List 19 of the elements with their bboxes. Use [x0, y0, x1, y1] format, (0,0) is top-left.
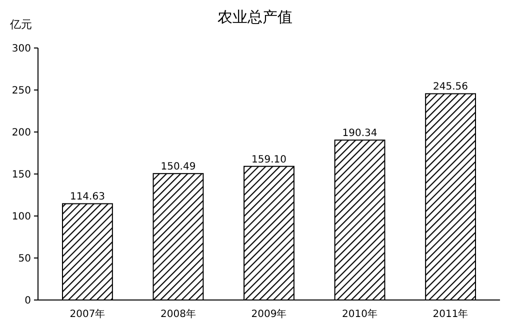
y-tick-label: 0 [24, 296, 31, 306]
chart-title: 农业总产值 [218, 8, 292, 26]
y-tick-label: 150 [12, 170, 31, 180]
data-label: 245.56 [433, 82, 468, 93]
data-label: 150.49 [160, 162, 196, 173]
y-tick-label: 100 [12, 212, 31, 222]
data-label: 159.10 [252, 154, 286, 166]
y-axis-title: 亿元 [9, 18, 32, 31]
y-tick-label: 50 [18, 254, 31, 264]
y-tick-label: 200 [12, 128, 31, 138]
data-label: 114.63 [70, 192, 105, 203]
x-tick-label: 2011年 [432, 308, 468, 320]
x-tick-label: 2008年 [160, 308, 196, 320]
y-tick-label: 250 [12, 86, 31, 96]
x-tick-label: 2009年 [251, 308, 287, 320]
x-tick-label: 2010年 [342, 308, 378, 320]
data-label: 190.34 [342, 128, 378, 140]
x-tick-label: 2007年 [70, 308, 106, 320]
y-tick-label: 300 [12, 44, 31, 54]
